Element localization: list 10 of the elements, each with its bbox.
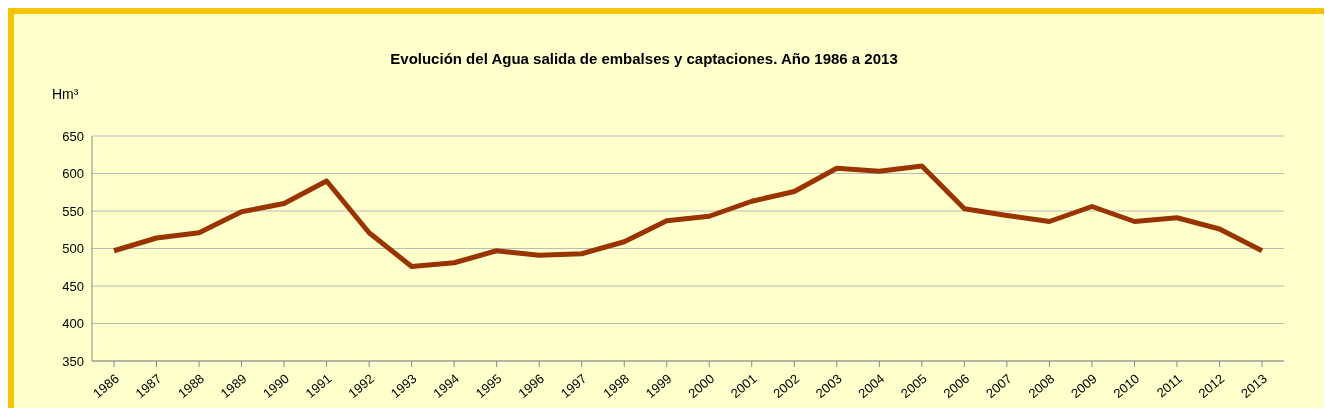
- y-tick-label: 550: [62, 203, 84, 219]
- y-tick-label: 400: [62, 316, 84, 332]
- chart-title: Evolución del Agua salida de embalses y captaciones. Año 1986 a 2013: [389, 50, 899, 67]
- y-tick-label: 450: [62, 278, 84, 294]
- y-axis-title: Hm³: [52, 86, 79, 102]
- y-tick-label: 350: [62, 353, 84, 369]
- y-tick-label: 650: [62, 128, 84, 144]
- x-tick-label: 2011: [1153, 370, 1185, 401]
- y-tick-label: 500: [62, 241, 84, 257]
- y-tick-label: 600: [62, 166, 84, 182]
